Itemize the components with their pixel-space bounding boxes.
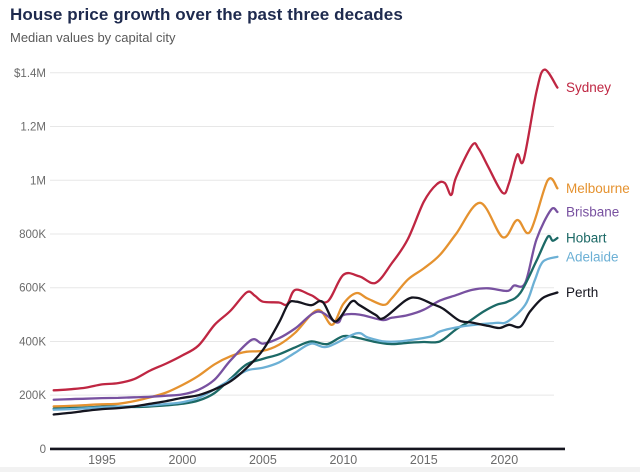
x-axis-tick-label: 2005: [249, 453, 277, 467]
series-line-adelaide: [52, 255, 559, 411]
x-axis-tick-label: 2020: [490, 453, 518, 467]
x-axis-tick-label: 2010: [329, 453, 357, 467]
x-axis-tick-label: 2015: [410, 453, 438, 467]
series-line-melbourne: [52, 177, 559, 408]
x-axis-tick-label: 1995: [88, 453, 116, 467]
series-label-sydney: Sydney: [566, 80, 611, 95]
series-line-perth: [52, 291, 559, 416]
y-axis-tick-label: 1.2M: [20, 122, 46, 134]
series-label-adelaide: Adelaide: [566, 249, 619, 264]
bottom-strip: [0, 467, 640, 472]
y-axis-tick-label: $1.4M: [14, 68, 46, 80]
y-axis-tick-label: 0: [40, 444, 46, 456]
series-line-sydney: [52, 68, 559, 392]
series-label-melbourne: Melbourne: [566, 181, 630, 196]
y-axis-tick-label: 200K: [19, 390, 46, 402]
y-axis-tick-label: 400K: [19, 336, 46, 348]
y-axis-tick-label: 600K: [19, 283, 46, 295]
series-line-brisbane: [52, 207, 559, 401]
series-label-perth: Perth: [566, 285, 598, 300]
series-label-hobart: Hobart: [566, 231, 607, 246]
y-axis-tick-label: 800K: [19, 229, 46, 241]
chart-subtitle: Median values by capital city: [10, 30, 176, 45]
y-axis-tick-label: 1M: [30, 175, 46, 187]
series-label-brisbane: Brisbane: [566, 204, 619, 219]
chart-title: House price growth over the past three d…: [10, 5, 403, 24]
x-axis-tick-label: 2000: [169, 453, 197, 467]
